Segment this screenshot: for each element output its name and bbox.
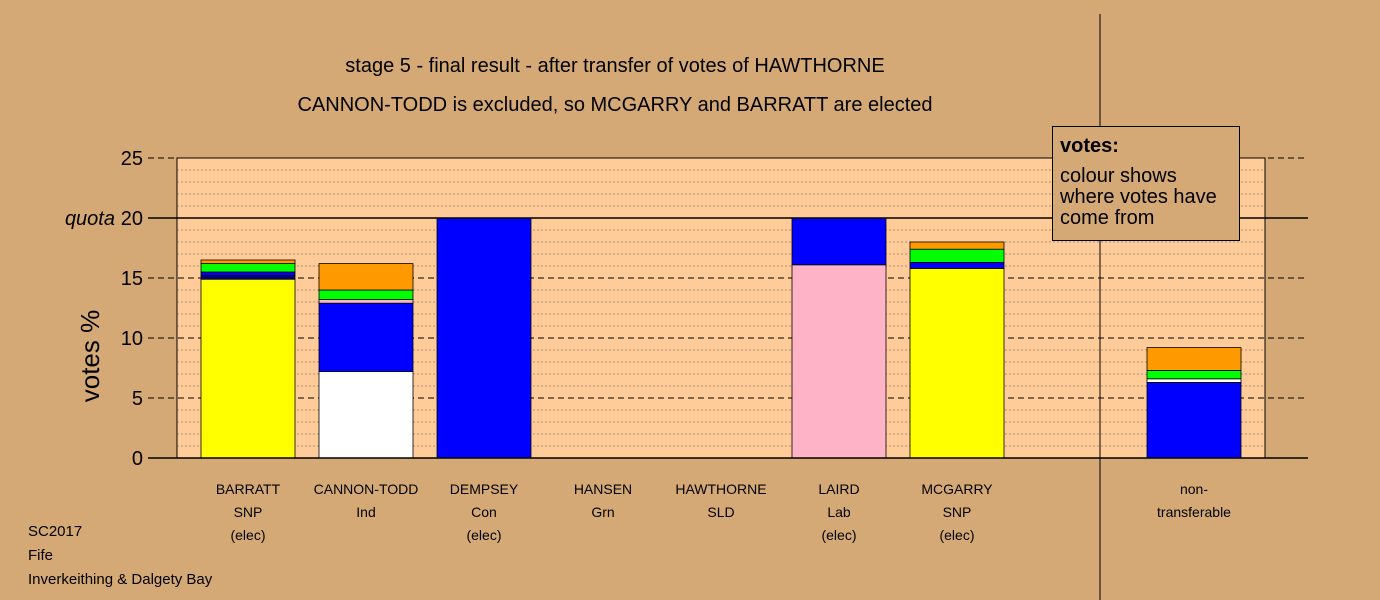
bar-segment [791,217,887,266]
bar-segment [1146,369,1242,380]
legend-box: votes: colour shows where votes have com… [1052,126,1240,241]
chart-title: stage 5 - final result - after transfer … [345,55,885,77]
x-tick-label: SLD [707,504,734,520]
x-tick-label: Ind [356,504,375,520]
x-tick-label: transferable [1157,504,1231,520]
x-tick-label: Grn [591,504,614,520]
y-tick-label: 0 [132,448,143,470]
bar-segment [318,302,414,373]
bar-segment [318,263,414,291]
y-tick-label: 5 [132,388,143,410]
x-tick-label: non- [1180,481,1208,497]
bar-segment [200,278,296,459]
footer-ward: Inverkeithing & Dalgety Bay [28,571,213,588]
x-tick-label: HAWTHORNE [675,481,766,497]
x-tick-label: SNP [234,504,263,520]
bar-segment [1146,378,1242,383]
bar-segment [200,263,296,273]
y-axis-label: votes % [75,310,105,403]
bar-segment [909,261,1005,269]
x-tick-label: LAIRD [818,481,859,497]
footer-election: SC2017 [28,523,83,540]
chart-subtitle: CANNON-TODD is excluded, so MCGARRY and … [297,94,933,116]
x-tick-label: SNP [943,504,972,520]
bar-segment [200,271,296,276]
bar-segment [436,217,532,459]
y-tick-label: 15 [121,268,143,290]
bar-segment [318,371,414,459]
x-tick-label: (elec) [939,527,974,543]
bar-segment [318,289,414,301]
bar-segment [791,264,887,459]
y-tick-label: 25 [121,148,143,170]
x-tick-label: MCGARRY [921,481,993,497]
x-tick-label: HANSEN [574,481,632,497]
bar-segment [909,248,1005,263]
x-tick-label: Con [471,504,497,520]
x-tick-label: (elec) [466,527,501,543]
bar-segment [1146,347,1242,371]
footer-council: Fife [28,547,54,564]
x-tick-label: (elec) [230,527,265,543]
x-tick-label: Lab [827,504,851,520]
legend-text: colour shows where votes have come from [1060,165,1217,229]
x-tick-label: (elec) [821,527,856,543]
bar-segment [200,275,296,280]
legend-title: votes: [1060,135,1119,157]
bar-segment [1146,381,1242,459]
bar-segment [200,259,296,264]
quota-label: quota [65,208,115,230]
x-tick-label: BARRATT [216,481,281,497]
bar-segment [909,241,1005,250]
bar-segment [318,299,414,304]
x-tick-label: CANNON-TODD [314,481,419,497]
y-tick-label: 20 [121,208,143,230]
bar-segment [909,267,1005,459]
x-tick-label: DEMPSEY [450,481,519,497]
y-tick-label: 10 [121,328,143,350]
